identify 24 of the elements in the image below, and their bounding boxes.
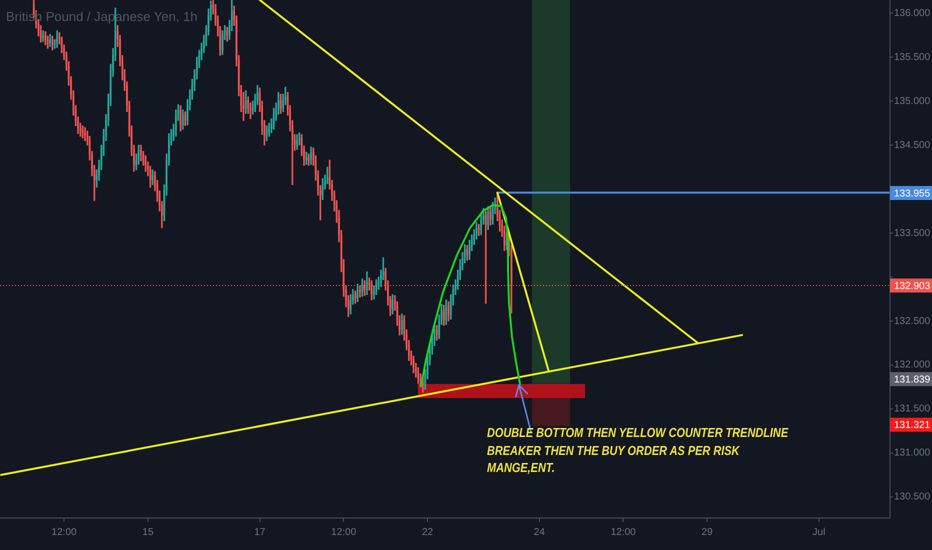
y-tick-label: 135.000	[894, 96, 931, 107]
y-tick-label: 136.000	[894, 8, 931, 19]
y-tick-label: 131.000	[894, 448, 931, 459]
x-tick-label: 12:00	[331, 526, 357, 538]
y-tick-label: 133.500	[894, 228, 931, 239]
annotation: DOUBLE BOTTOM THEN YELLOW COUNTER TRENDLINE BREAKER THEN THE BUY ORDER AS PER RISK MANGE,ENT.	[487, 424, 790, 476]
annotation: 131.321	[894, 420, 931, 431]
x-tick-label: 15	[142, 526, 154, 538]
x-tick-label: 12:00	[52, 526, 78, 538]
y-tick-label: 132.500	[894, 316, 931, 327]
x-tick-label: 22	[422, 526, 434, 538]
x-tick-label: Jul	[812, 526, 826, 538]
y-tick-label: 132.000	[894, 360, 931, 371]
y-tick-label: 130.500	[894, 492, 931, 503]
ref-line-label: 132.903	[894, 280, 931, 292]
x-tick-label: 12:00	[610, 526, 636, 538]
x-tick-label: 24	[534, 526, 546, 538]
y-tick-label: 134.500	[894, 140, 931, 151]
annotation: 133.955	[894, 188, 931, 200]
y-tick-label: 131.500	[894, 404, 931, 415]
x-tick-label: 17	[254, 526, 266, 538]
x-tick-label: 29	[702, 526, 714, 538]
y-tick-label: 135.500	[894, 52, 931, 63]
annotation: 131.839	[894, 374, 931, 386]
